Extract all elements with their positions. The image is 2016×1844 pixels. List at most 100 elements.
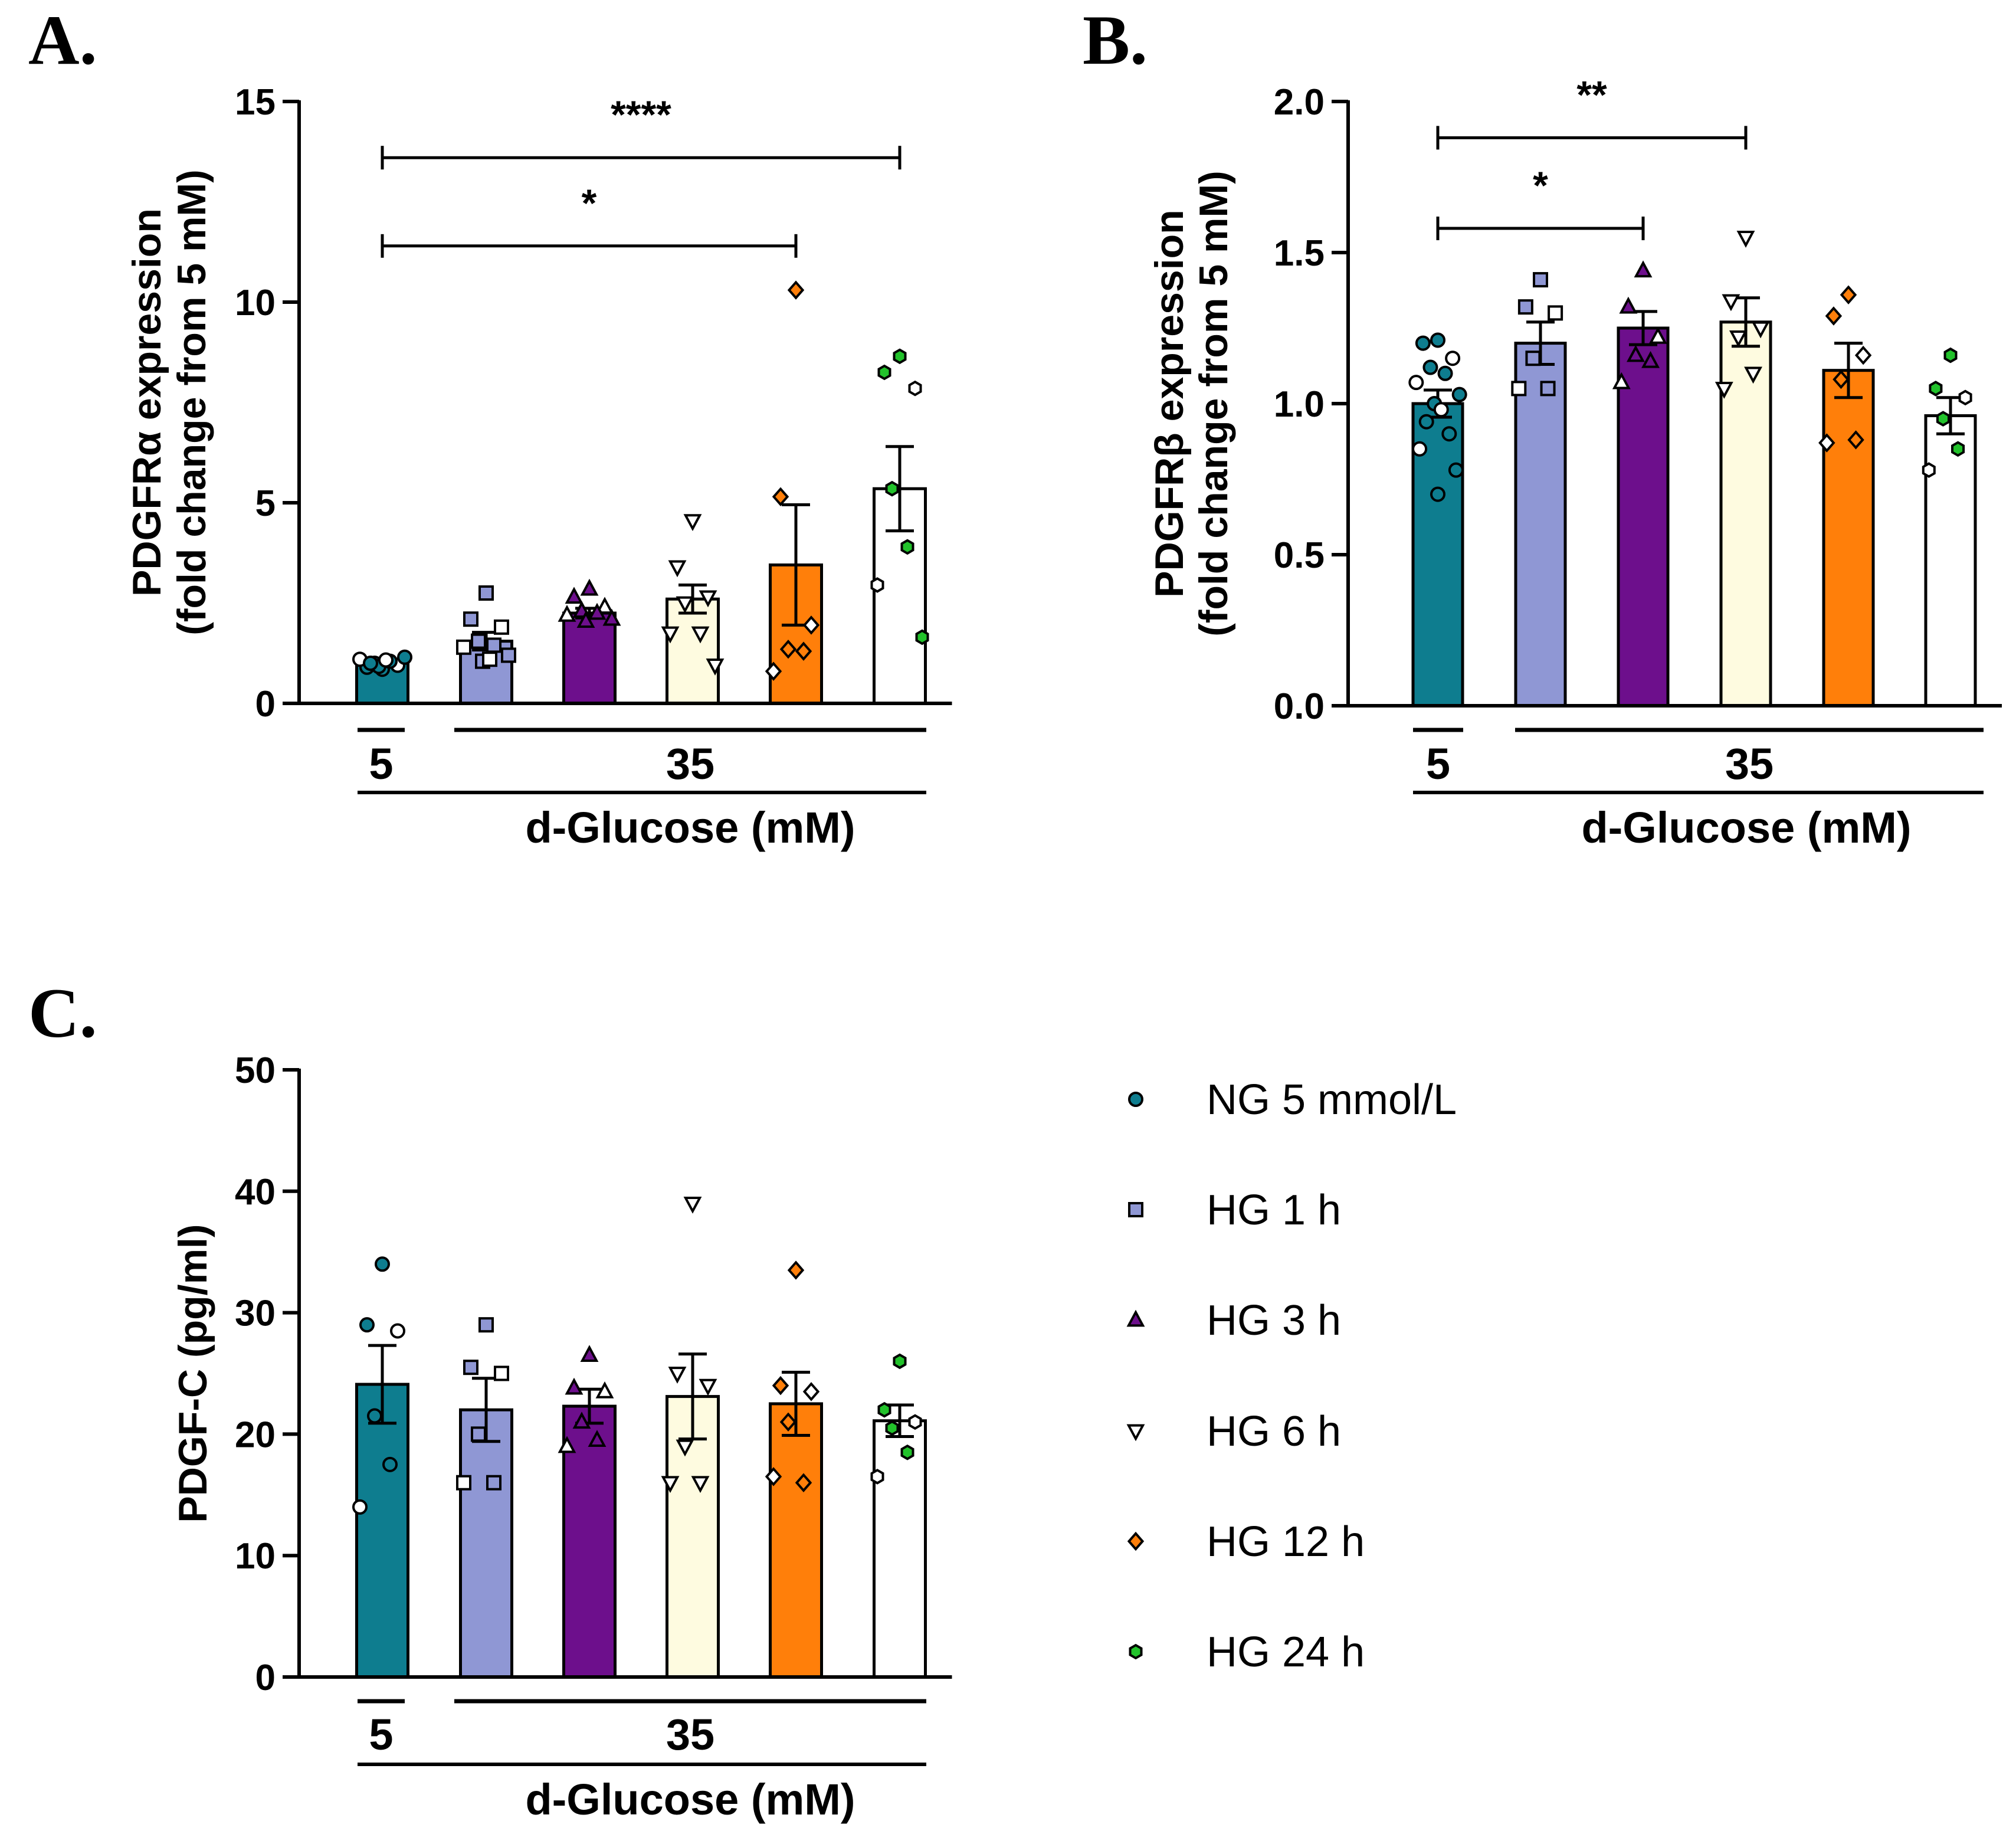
y-tick-label: 10 [235, 283, 276, 323]
legend-marker [1127, 1531, 1145, 1551]
legend-marker [1126, 1424, 1145, 1442]
y-tick-label: 0.0 [1274, 686, 1325, 727]
data-point [588, 602, 607, 620]
data-point [691, 1476, 710, 1493]
significance-label: * [1533, 163, 1548, 207]
y-tick-label: 0 [255, 1658, 276, 1698]
data-point [1511, 381, 1527, 397]
legend: NG 5 mmol/L HG 1 h HG 3 h HG 6 h HG 12 h HG 2… [1126, 1076, 1457, 1676]
data-point [1847, 430, 1864, 450]
data-point [494, 1365, 509, 1381]
data-point [779, 1412, 797, 1432]
x-axis-label: d-Glucose (mM) [525, 1775, 855, 1824]
data-point [1648, 326, 1667, 344]
y-tick-label: 0 [255, 684, 276, 725]
data-point [375, 1256, 390, 1272]
data-point [1833, 369, 1850, 389]
data-point [580, 578, 599, 596]
panel-a-chart: A. 0 5 10 15 PDGFRα expression (fold change fr… [28, 1, 952, 852]
data-point [367, 1408, 382, 1424]
data-point [456, 639, 471, 655]
data-point [676, 1439, 694, 1457]
data-point [668, 1367, 687, 1384]
data-point [486, 637, 501, 653]
data-point [1415, 335, 1431, 351]
data-point [1936, 411, 1950, 427]
data-point [390, 1323, 405, 1339]
y-tick-label: 5 [255, 483, 276, 524]
data-point [397, 649, 412, 665]
y-tick-label: 1.5 [1274, 233, 1325, 274]
legend-marker [1128, 1202, 1143, 1217]
data-point [1736, 231, 1755, 248]
data-point [558, 604, 576, 622]
data-point [1408, 375, 1424, 391]
data-point [683, 1197, 702, 1214]
data-point [471, 633, 486, 649]
data-point [1612, 372, 1631, 389]
data-point [486, 1475, 501, 1491]
data-point [1951, 441, 1965, 457]
data-point [1627, 345, 1645, 362]
data-point [1418, 414, 1434, 430]
significance-label: * [582, 181, 597, 225]
bar [1822, 369, 1875, 708]
legend-marker [1126, 1309, 1145, 1327]
data-point [363, 656, 378, 671]
data-point [463, 611, 478, 627]
group-label-5: 5 [1426, 739, 1450, 788]
data-point [1818, 433, 1835, 453]
data-point [893, 1353, 907, 1370]
y-tick-label: 15 [235, 82, 276, 123]
y-tick-label: 30 [235, 1293, 276, 1334]
data-point [1715, 382, 1733, 399]
data-point [1854, 345, 1872, 365]
data-point [908, 380, 922, 397]
legend-label: NG 5 mmol/L [1207, 1076, 1457, 1124]
data-point [1722, 294, 1740, 312]
data-point [1943, 347, 1958, 363]
data-point [1451, 387, 1467, 402]
data-point [787, 1260, 805, 1280]
data-point [706, 659, 725, 676]
bar [769, 1402, 823, 1679]
y-tick-label: 40 [235, 1172, 276, 1213]
x-axis-label: d-Glucose (mM) [1581, 803, 1911, 852]
data-point [1437, 365, 1453, 381]
data-point [558, 1436, 576, 1453]
data-point [699, 590, 717, 608]
data-point [1441, 426, 1457, 442]
data-point [456, 1475, 471, 1491]
data-point [359, 1317, 375, 1333]
panel-c-chart: C. 0 10 20 30 40 50 PDGF-C (pg/ml) 5 35 d-Glucose … [28, 974, 952, 1824]
data-point [378, 652, 394, 668]
data-point [1922, 462, 1936, 478]
group-label-5: 5 [369, 739, 393, 788]
data-point [787, 280, 805, 300]
data-point [877, 1401, 891, 1418]
data-point [1525, 351, 1541, 366]
legend-marker [1128, 1092, 1143, 1107]
data-point [1840, 285, 1857, 304]
data-point [795, 641, 812, 661]
significance-label: **** [611, 93, 671, 136]
data-point [691, 626, 710, 644]
y-axis-label-line1: PDGFRβ expression [1147, 209, 1192, 597]
data-point [1412, 441, 1428, 457]
y-tick-label: 50 [235, 1050, 276, 1091]
data-point [795, 1473, 812, 1492]
legend-label: HG 6 h [1207, 1408, 1341, 1455]
bar [666, 1395, 720, 1679]
panel-letter: B. [1083, 1, 1148, 79]
data-point [885, 1420, 899, 1436]
data-point [877, 364, 891, 381]
data-point [1517, 299, 1533, 315]
data-point [494, 619, 509, 635]
data-point [893, 348, 907, 365]
data-point [1958, 389, 1972, 406]
data-point [915, 629, 929, 646]
data-point [463, 1360, 478, 1375]
data-point [478, 585, 494, 601]
data-point [1430, 332, 1445, 348]
data-point [900, 1444, 914, 1460]
